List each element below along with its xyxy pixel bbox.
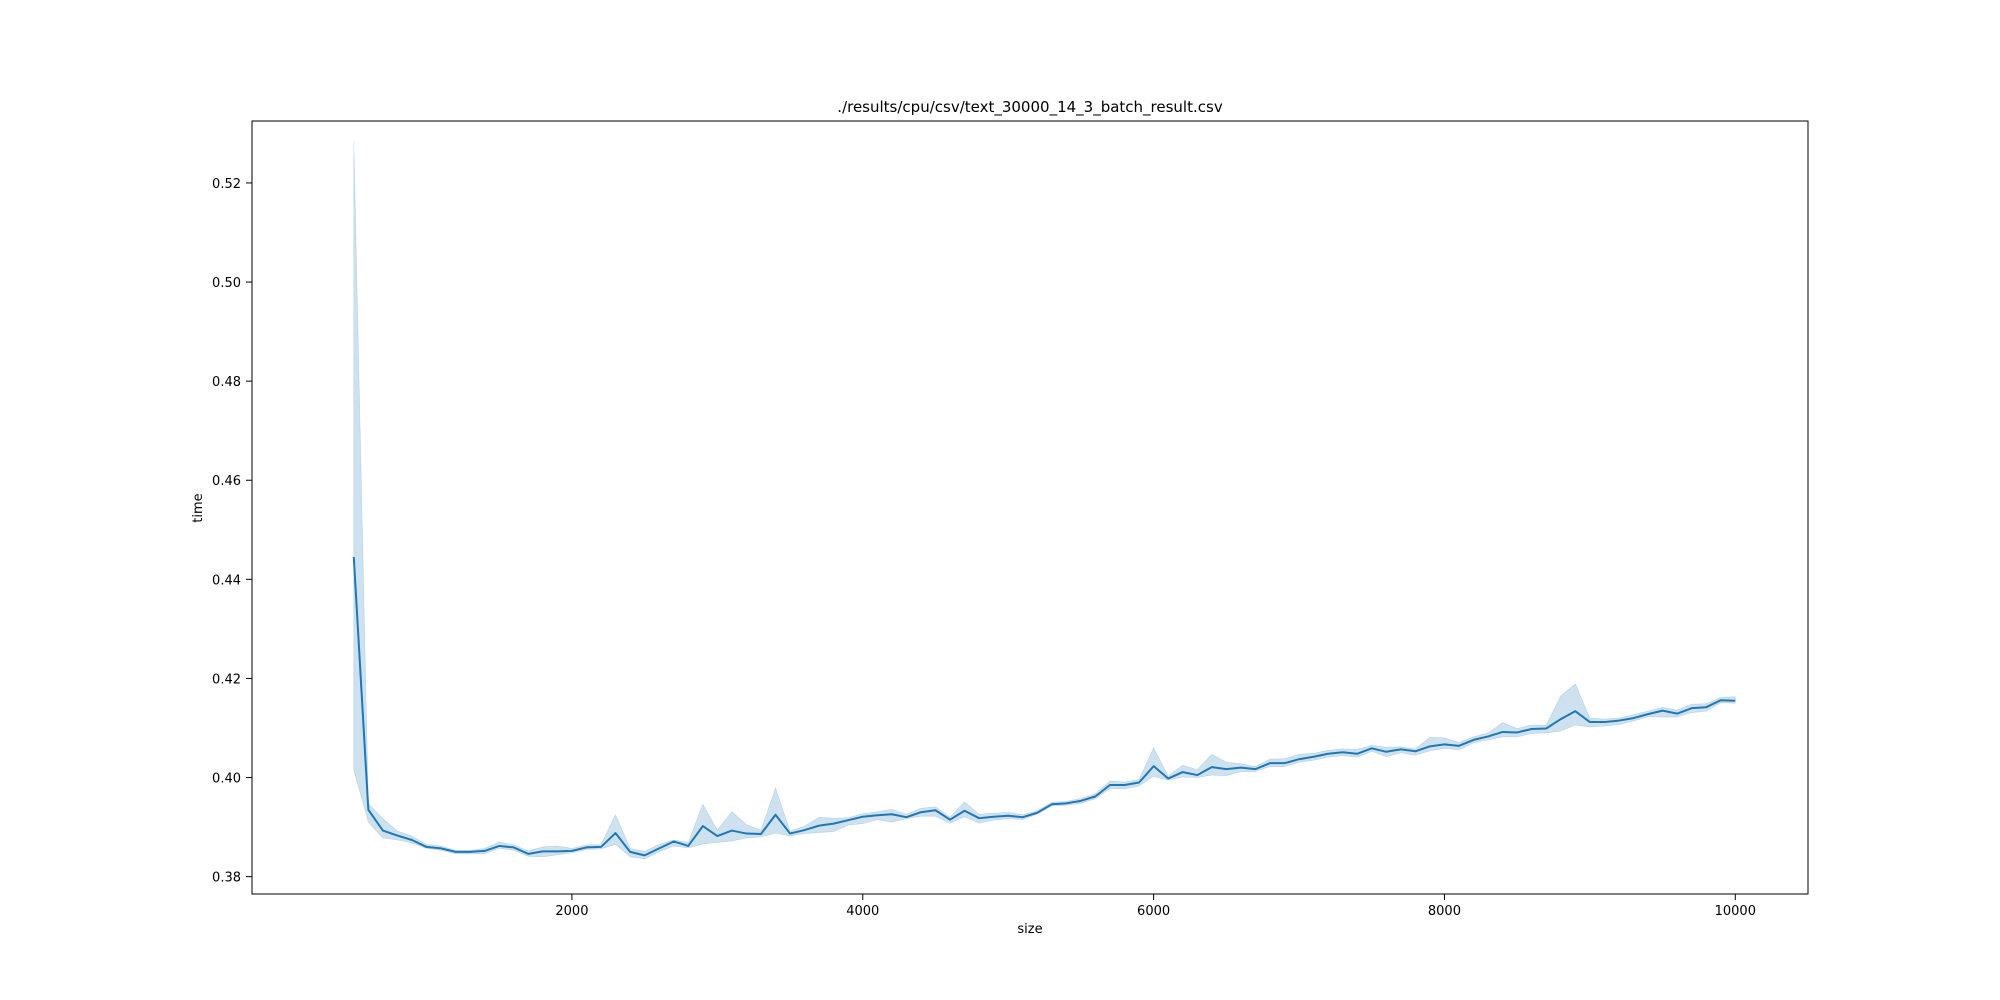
y-axis-label: time xyxy=(191,493,206,522)
axes-frame xyxy=(251,120,1809,895)
y-tick-label: 0.40 xyxy=(212,772,241,787)
x-tick-label: 2000 xyxy=(555,904,588,919)
y-tick-label: 0.44 xyxy=(212,573,241,588)
y-tick-label: 0.48 xyxy=(212,375,241,390)
x-tick-label: 10000 xyxy=(1715,904,1756,919)
plot-area xyxy=(352,140,1736,860)
y-tick-label: 0.42 xyxy=(212,672,241,687)
y-tick-label: 0.50 xyxy=(212,276,241,291)
y-tick-label: 0.52 xyxy=(212,177,241,192)
chart-title: ./results/cpu/csv/text_30000_14_3_batch_… xyxy=(837,98,1223,117)
x-tick-label: 6000 xyxy=(1137,904,1170,919)
confidence-band xyxy=(353,140,1736,860)
y-tick-label: 0.46 xyxy=(212,474,241,489)
x-axis-label: size xyxy=(1017,922,1042,937)
series-line xyxy=(352,556,1736,857)
y-tick-label: 0.38 xyxy=(212,871,241,886)
x-axis: 2000 4000 6000 8000 10000 xyxy=(555,894,1756,919)
x-tick-label: 8000 xyxy=(1428,904,1461,919)
y-axis: 0.38 0.40 0.42 0.44 0.46 0.48 0.50 0.52 xyxy=(212,177,252,886)
x-tick-label: 4000 xyxy=(846,904,879,919)
